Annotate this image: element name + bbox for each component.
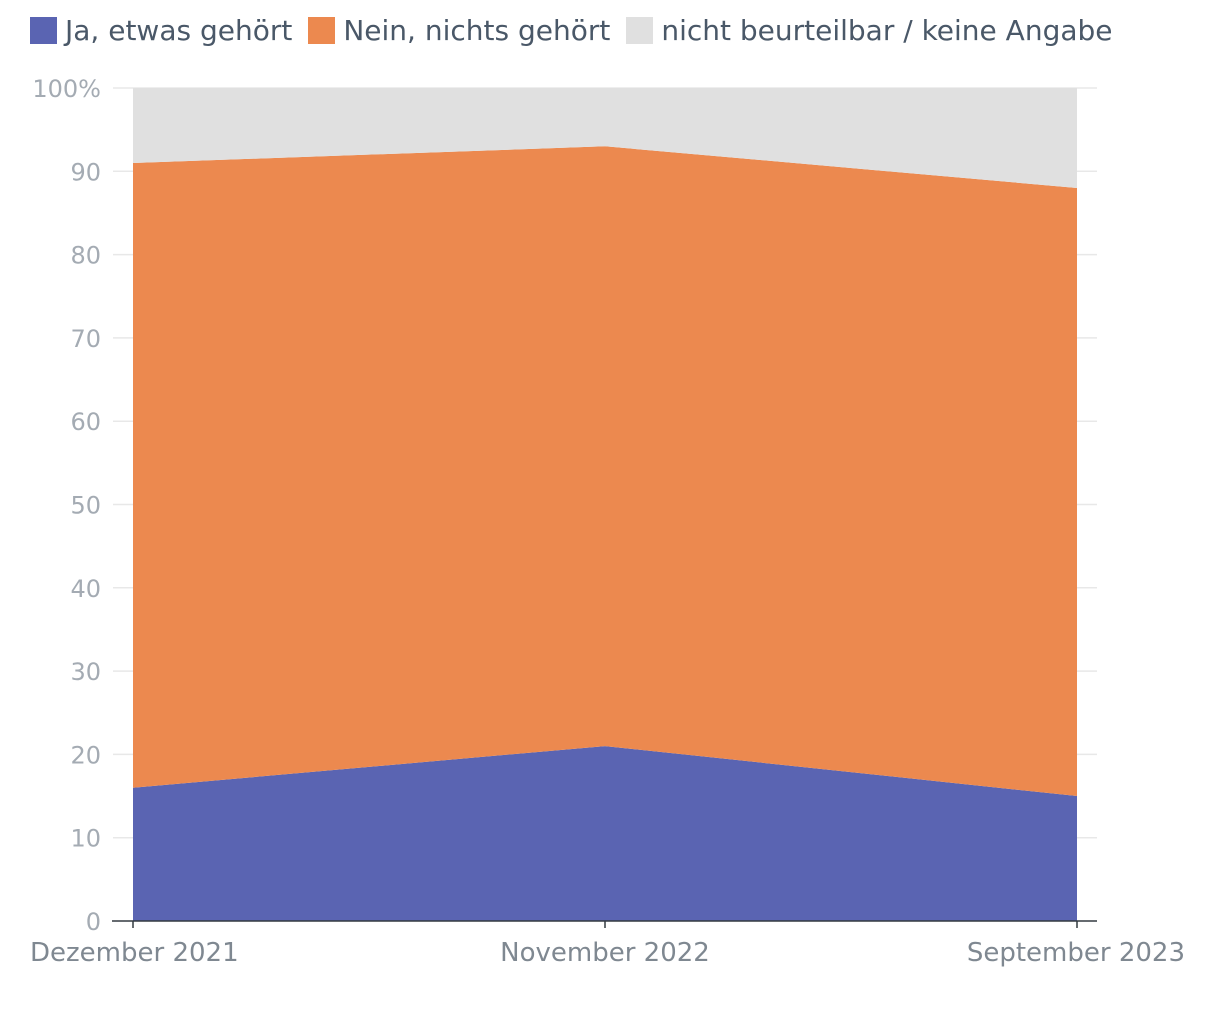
y-tick-label: 30 (70, 658, 101, 686)
y-tick-label: 60 (70, 408, 101, 436)
legend-label-keine-angabe: nicht beurteilbar / keine Angabe (661, 13, 1113, 47)
axes (112, 920, 1097, 928)
y-tick-label: 10 (70, 825, 101, 853)
y-tick-label: 70 (70, 325, 101, 353)
area-series-1[interactable] (133, 146, 1077, 797)
y-tick-label: 40 (70, 575, 101, 603)
area-series-2[interactable] (133, 88, 1077, 188)
x-tick-label: November 2022 (500, 938, 710, 968)
y-tick-label: 50 (70, 492, 101, 520)
x-tick-label: September 2023 (967, 938, 1185, 968)
legend-item-nein[interactable]: Nein, nichts gehört (308, 14, 610, 47)
legend-label-ja: Ja, etwas gehört (65, 13, 293, 47)
y-tick-label: 0 (86, 908, 101, 936)
legend-item-keine-angabe[interactable]: nicht beurteilbar / keine Angabe (626, 13, 1113, 47)
series-areas (133, 88, 1077, 921)
legend-label-nein: Nein, nichts gehört (343, 13, 611, 47)
y-tick-label: 100% (32, 75, 101, 103)
x-axis-labels: Dezember 2021 November 2022 September 2023 (30, 938, 1185, 968)
y-tick-label: 80 (70, 242, 101, 270)
y-axis-labels: 0 10 20 30 40 50 60 70 80 90 100% (32, 75, 101, 936)
legend-swatch-keine-angabe (626, 16, 654, 44)
area-series-0[interactable] (133, 746, 1077, 921)
y-tick-label: 90 (70, 158, 101, 186)
legend-item-ja[interactable]: Ja, etwas gehört (30, 14, 292, 47)
y-tick-label: 20 (70, 741, 101, 769)
x-tick-label: Dezember 2021 (30, 938, 239, 968)
legend: Ja, etwas gehört Nein, nichts gehört nic… (30, 10, 1129, 50)
legend-swatch-nein (308, 16, 336, 44)
legend-swatch-ja (30, 16, 57, 44)
